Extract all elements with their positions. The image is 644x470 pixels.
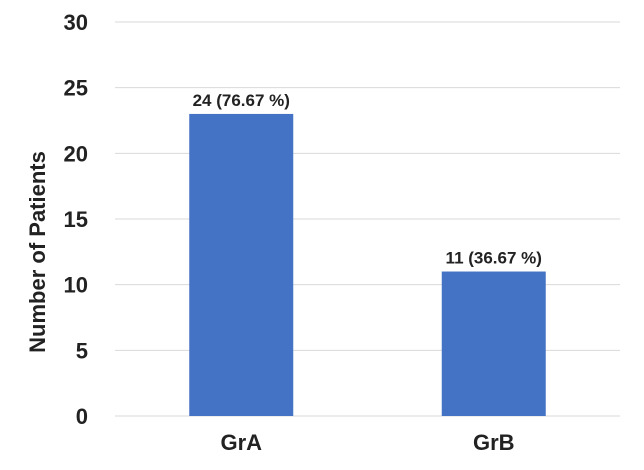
y-tick-label: 20 xyxy=(64,141,88,166)
bars xyxy=(189,113,546,416)
y-tick-label: 5 xyxy=(76,338,88,363)
y-tick-label: 15 xyxy=(64,207,88,232)
y-tick-label: 0 xyxy=(76,404,88,429)
data-labels: 24 (76.67 %) 11 (36.67 %) xyxy=(193,91,542,268)
y-axis-ticks: 0 5 10 15 20 25 30 xyxy=(64,10,88,429)
x-axis-categories: GrA GrB xyxy=(220,430,514,455)
y-tick-label: 10 xyxy=(64,273,88,298)
data-label-gra: 24 (76.67 %) xyxy=(193,91,290,110)
bar-grb xyxy=(441,271,546,416)
y-tick-label: 25 xyxy=(64,76,88,101)
x-category-label-grb: GrB xyxy=(473,430,515,455)
y-axis-title: Number of Patients xyxy=(25,151,50,353)
x-category-label-gra: GrA xyxy=(220,430,262,455)
bar-gra xyxy=(189,113,294,416)
y-tick-label: 30 xyxy=(64,10,88,35)
data-label-grb: 11 (36.67 %) xyxy=(446,249,542,268)
